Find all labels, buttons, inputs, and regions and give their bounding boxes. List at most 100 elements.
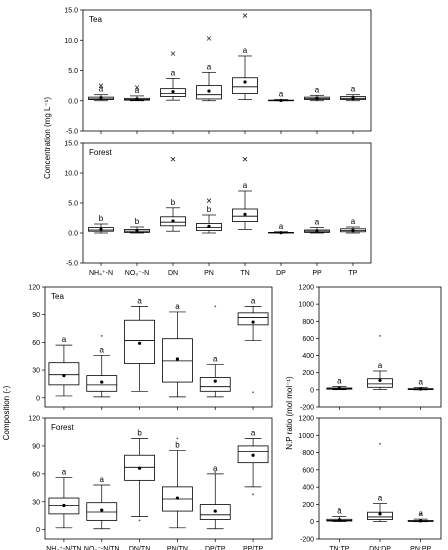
y-tick-label-comp_forest-2: 60 — [32, 471, 40, 478]
significance-letter: a — [135, 86, 140, 95]
y-tick-label-comp_tea-3: 90 — [32, 312, 40, 319]
y-tick-label-np_forest-7: 1200 — [298, 416, 314, 423]
y-tick-label-comp_tea-0: 0 — [36, 395, 40, 402]
mean-dot — [419, 387, 423, 391]
mean-dot — [99, 227, 103, 231]
mean-dot — [207, 89, 211, 93]
y-axis-label-np_tea: N:P ratio (mol mol⁻¹) — [285, 376, 294, 450]
mean-dot — [135, 229, 139, 233]
outlier-0 — [419, 513, 422, 515]
x-tick-label-conc_forest-1: NO₃⁻-N — [125, 270, 149, 277]
significance-letter: a — [418, 377, 423, 386]
box-comp_tea-2: a — [124, 296, 155, 392]
y-tick-label-np_tea-0: -200 — [300, 405, 314, 412]
significance-letter: a — [351, 85, 356, 94]
plot-frame-comp_forest — [44, 417, 273, 540]
box-comp_tea-1: a — [86, 335, 118, 398]
x-tick-label-conc_forest-3: PN — [204, 270, 214, 277]
outlier-0 — [252, 391, 254, 394]
mean-dot — [62, 374, 66, 378]
x-tick-label-comp_forest-2: DN/TN — [129, 546, 150, 550]
y-tick-label-comp_forest-4: 120 — [28, 416, 40, 423]
y-tick-label-conc_forest-4: 15.0 — [64, 141, 78, 148]
box-comp_tea-4: a — [199, 305, 231, 398]
box-conc_forest-3: b — [196, 198, 222, 234]
significance-letter: a — [243, 181, 248, 190]
box-comp_forest-3: b — [162, 437, 193, 529]
significance-letter: a — [62, 468, 67, 477]
mean-dot — [351, 228, 355, 232]
x-tick-label-conc_forest-4: TN — [240, 270, 249, 277]
box-conc_tea-5: a — [268, 90, 294, 103]
y-tick-label-np_tea-1: 0 — [310, 387, 314, 394]
x-tick-label-comp_forest-0: NH₄⁺-N/TN — [46, 546, 81, 550]
mean-dot — [243, 80, 247, 84]
outlier-0 — [134, 85, 140, 90]
mean-dot — [213, 379, 217, 383]
outlier-0 — [138, 519, 141, 522]
significance-letter: a — [99, 85, 104, 94]
outlier-0 — [252, 493, 254, 496]
iqr-box — [48, 362, 80, 386]
outlier-0 — [242, 13, 248, 18]
outlier-0 — [379, 334, 381, 337]
mean-dot — [419, 519, 423, 523]
y-tick-label-conc_tea-3: 10.0 — [64, 38, 78, 45]
outlier-0 — [176, 437, 179, 440]
outlier-0 — [242, 156, 248, 162]
outlier-0 — [170, 156, 176, 162]
significance-letter: a — [337, 376, 342, 385]
mean-dot — [251, 453, 255, 457]
panel-title-comp_forest: Forest — [51, 423, 74, 432]
y-tick-label-np_forest-3: 400 — [302, 485, 314, 492]
box-np_tea-1: a — [367, 334, 393, 390]
box-conc_forest-7: a — [340, 217, 366, 234]
iqr-box — [199, 377, 231, 392]
mean-dot — [100, 380, 104, 384]
x-tick-label-comp_forest-1: NO₃⁻-N/TN — [84, 546, 120, 550]
plot-frame-comp_tea — [44, 286, 273, 408]
significance-letter: b — [137, 428, 142, 437]
panel-title-conc_forest: Forest — [89, 148, 112, 157]
box-conc_tea-6: a — [304, 85, 330, 102]
iqr-box — [237, 312, 269, 326]
y-tick-label-np_forest-1: 0 — [310, 519, 314, 526]
significance-letter: a — [337, 507, 342, 516]
mean-dot — [175, 496, 180, 500]
mean-dot — [315, 229, 319, 233]
mean-dot — [251, 320, 255, 324]
box-comp_forest-2: b — [124, 428, 155, 522]
box-conc_forest-0: b — [88, 214, 114, 234]
y-axis-label-comp_tea: Composition (-) — [2, 385, 11, 440]
x-tick-label-conc_forest-0: NH₄⁺-N — [89, 270, 113, 277]
outlier-0 — [170, 51, 176, 56]
plot-frame-conc_forest — [82, 142, 372, 264]
significance-letter: b — [207, 205, 212, 214]
box-comp_forest-1: a — [86, 475, 118, 530]
y-tick-label-conc_tea-4: 15.0 — [64, 8, 78, 15]
outlier-0 — [214, 305, 217, 308]
box-conc_tea-4: a — [232, 13, 258, 100]
x-tick-label-comp_forest-5: PP/TP — [243, 546, 264, 550]
significance-letter: a — [62, 335, 67, 344]
y-tick-label-conc_forest-0: -5.0 — [66, 261, 78, 268]
significance-letter: a — [207, 62, 212, 71]
plot-frame-conc_tea — [82, 9, 372, 132]
y-tick-label-comp_tea-4: 120 — [28, 285, 40, 292]
significance-letter: a — [315, 218, 320, 227]
box-conc_tea-7: a — [340, 85, 366, 102]
box-np_forest-1: a — [367, 443, 393, 522]
y-tick-label-np_tea-5: 800 — [302, 319, 314, 326]
x-tick-label-np_forest-0: TN:TP — [329, 546, 350, 550]
y-tick-label-conc_tea-1: 0.0 — [68, 98, 78, 105]
mean-dot — [171, 90, 175, 94]
mean-dot — [137, 466, 142, 470]
iqr-box — [367, 511, 393, 520]
outlier-0 — [206, 36, 212, 41]
y-tick-label-np_tea-4: 600 — [302, 336, 314, 343]
significance-letter: a — [213, 464, 218, 473]
y-tick-label-conc_tea-2: 5.0 — [68, 68, 78, 75]
x-tick-label-comp_forest-4: DP/TP — [205, 546, 226, 550]
box-comp_tea-0: a — [48, 335, 80, 397]
mean-dot — [175, 357, 180, 361]
